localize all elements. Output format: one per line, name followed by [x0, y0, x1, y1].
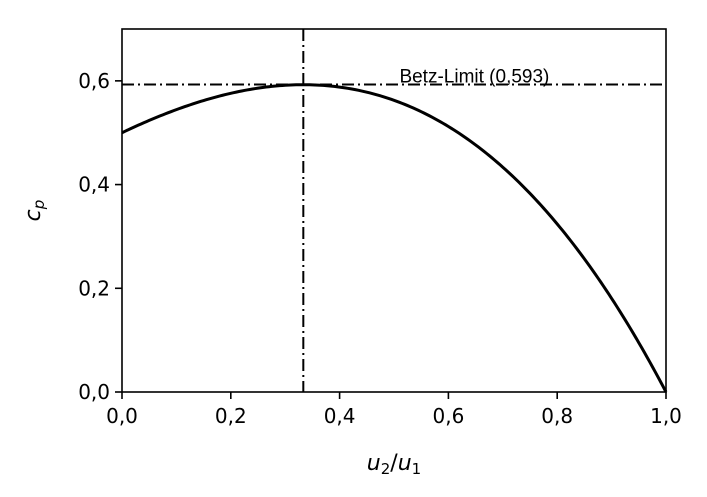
x-axis-label: u2/u1	[367, 451, 421, 478]
y-tick-label: 0,2	[78, 276, 110, 300]
y-axis-label: cp	[21, 200, 48, 222]
x-tick-label: 1,0	[650, 404, 682, 428]
x-axis-label-slash: /	[390, 451, 398, 476]
cp-curve	[121, 83, 668, 393]
y-axis-label-sub-p: p	[30, 200, 48, 211]
x-axis-label-u1: u	[398, 451, 412, 476]
y-tick-label: 0,4	[78, 173, 110, 197]
x-tick-label: 0,6	[432, 404, 464, 428]
x-tick-label: 0,8	[541, 404, 573, 428]
y-ticks: 0,0 0,2 0,4 0,6	[78, 69, 122, 404]
betz-limit-annotation: Betz-Limit (0,593)	[399, 67, 549, 88]
x-axis-label-sub2: 2	[381, 460, 391, 478]
x-ticks: 0,0 0,2 0,4 0,6 0,8 1,0	[106, 392, 682, 428]
plot-layer	[121, 28, 668, 393]
x-tick-label: 0,0	[106, 404, 138, 428]
x-tick-label: 0,2	[215, 404, 247, 428]
x-axis-label-sub1: 1	[412, 460, 422, 478]
y-axis-label-c: c	[21, 209, 46, 221]
y-tick-label: 0,6	[78, 69, 110, 93]
x-tick-label: 0,4	[324, 404, 356, 428]
x-axis-label-u2: u	[367, 451, 381, 476]
axes-frame	[121, 28, 667, 393]
y-tick-label: 0,0	[78, 380, 110, 404]
